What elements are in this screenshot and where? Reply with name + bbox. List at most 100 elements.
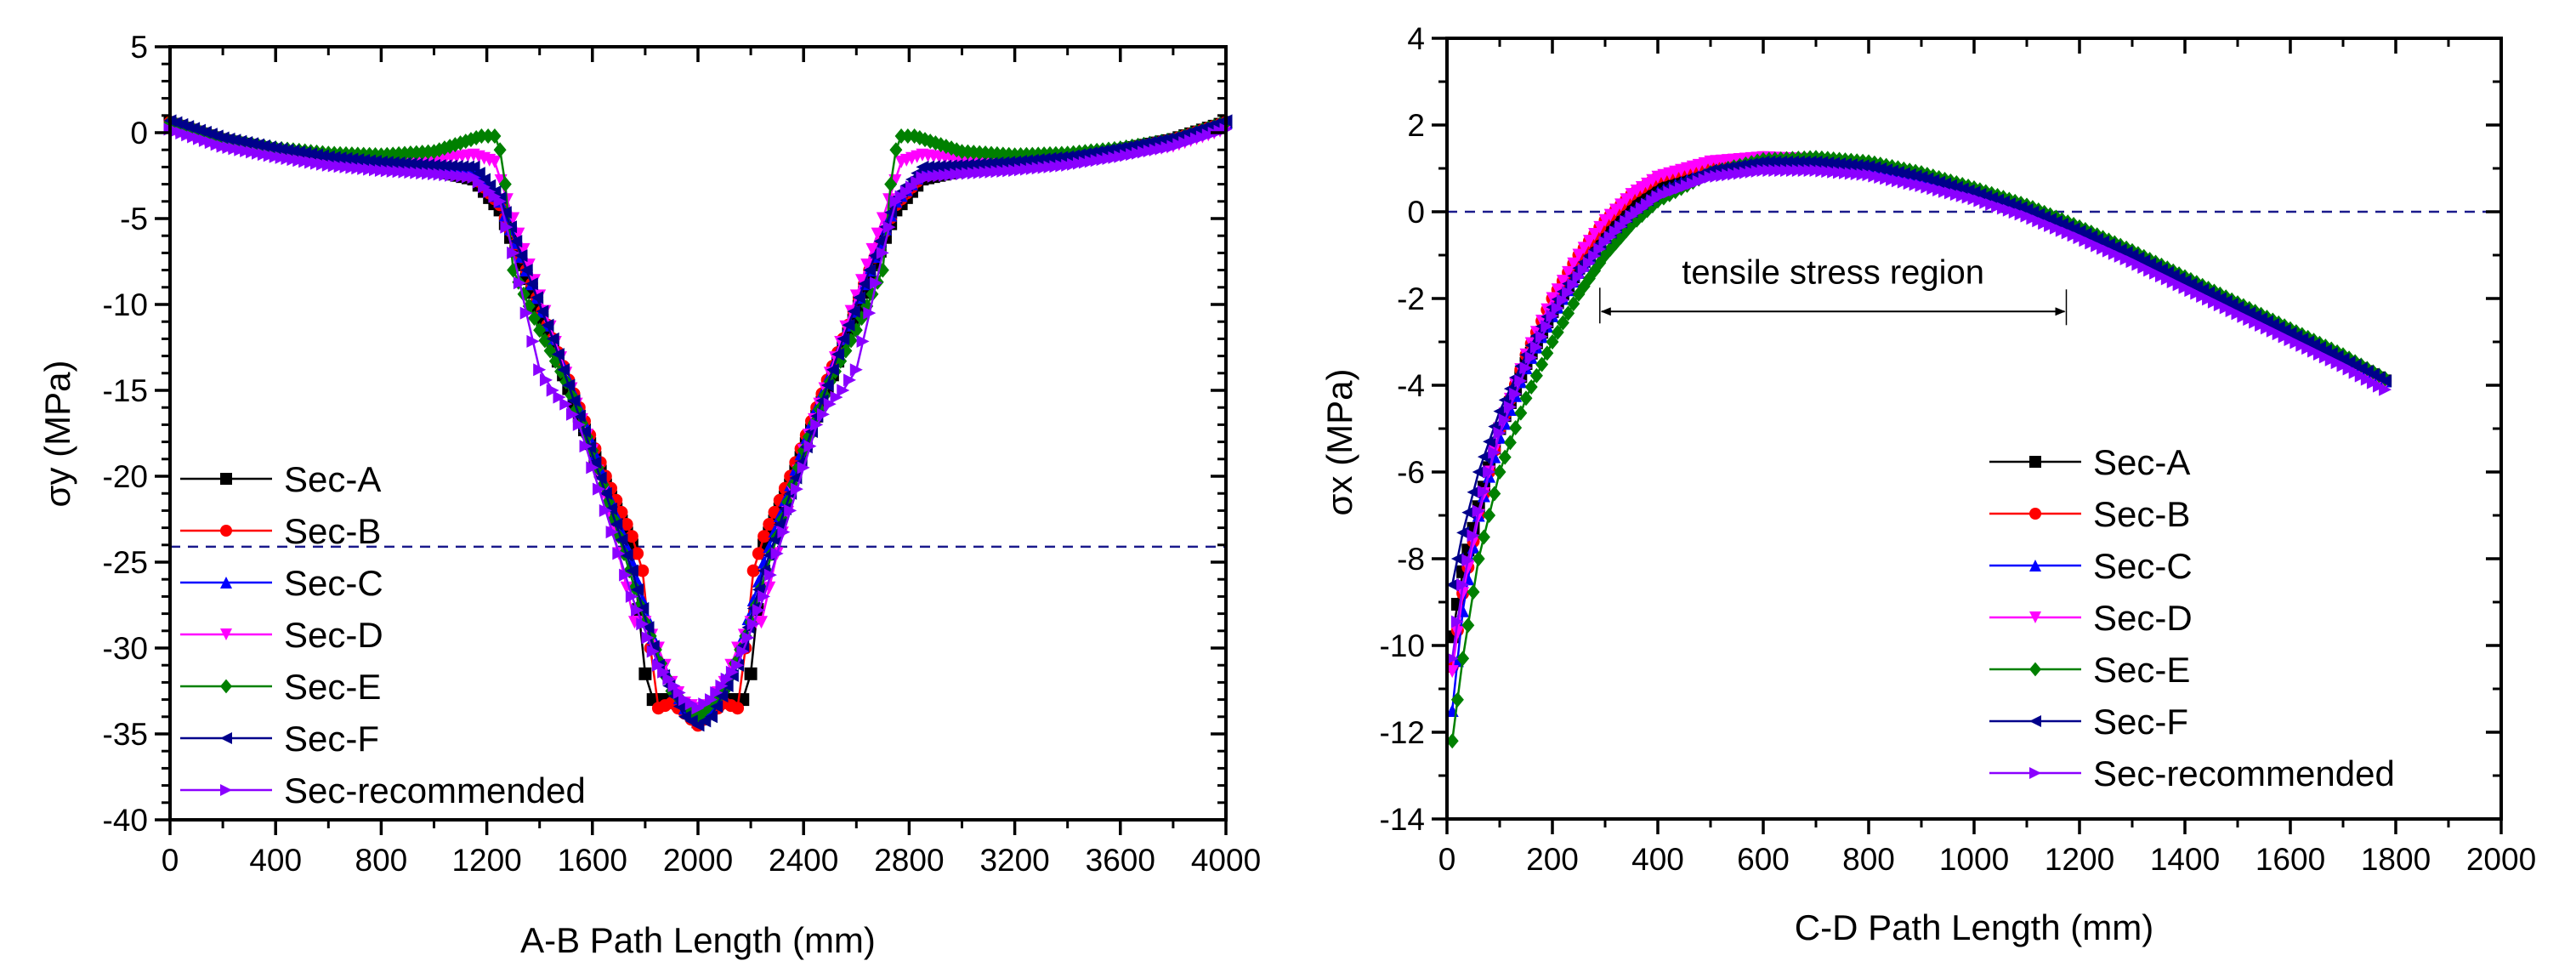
left-data-point <box>803 440 817 453</box>
left-data-point <box>298 146 312 160</box>
right-data-point <box>1524 379 1538 395</box>
right-data-point <box>1562 286 1575 299</box>
left-data-point <box>757 530 771 543</box>
right-x-tick-label: 2000 <box>2466 842 2536 877</box>
left-data-point <box>333 151 347 165</box>
left-data-point <box>755 616 769 629</box>
left-data-point <box>884 176 898 192</box>
left-data-point <box>837 332 850 345</box>
left-data-point <box>615 533 628 547</box>
right-data-point <box>1572 270 1586 283</box>
right-data-point <box>1540 320 1554 333</box>
left-data-point <box>1014 155 1027 168</box>
left-data-point <box>631 583 644 596</box>
right-data-point <box>1567 296 1580 312</box>
right-data-point <box>1903 168 1916 181</box>
left-data-point <box>979 157 992 171</box>
right-data-point <box>1493 405 1506 418</box>
right-data-point <box>1461 506 1475 520</box>
left-data-point <box>710 700 723 714</box>
left-data-point <box>467 160 480 173</box>
right-data-point <box>1562 305 1575 321</box>
left-data-point <box>1002 156 1016 169</box>
right-data-point <box>1588 249 1602 263</box>
right-legend-marker-icon <box>2029 508 2041 520</box>
right-data-point <box>1488 486 1501 502</box>
left-data-point <box>474 128 488 145</box>
left-data-point <box>757 589 771 603</box>
left-data-point <box>483 179 496 192</box>
left-data-point <box>531 291 544 304</box>
right-y-tick-label: -6 <box>1397 455 1425 490</box>
right-legend-label: Sec-B <box>2093 494 2190 534</box>
left-x-tick-label: 2000 <box>663 843 733 878</box>
left-data-point <box>790 482 803 496</box>
right-data-point <box>1833 157 1847 171</box>
left-data-point <box>572 409 586 423</box>
left-data-point <box>488 155 502 168</box>
left-data-point <box>604 502 618 515</box>
right-data-point <box>1827 156 1841 170</box>
right-data-point <box>1493 464 1506 480</box>
left-legend-item: Sec-recommended <box>180 770 586 810</box>
left-data-point <box>752 604 765 617</box>
right-legend-label: Sec-recommended <box>2093 753 2395 793</box>
left-data-point <box>398 156 411 170</box>
right-data-point <box>1535 330 1549 344</box>
left-data-point <box>357 153 371 167</box>
right-series-sec-f <box>1445 155 2392 592</box>
right-data-point <box>1461 617 1475 634</box>
left-data-point <box>667 679 681 692</box>
left-data-point <box>222 132 235 145</box>
right-y-tick-label: -10 <box>1380 628 1425 663</box>
left-data-point <box>852 291 865 304</box>
left-data-point <box>984 156 998 170</box>
left-data-point <box>392 156 406 170</box>
left-y-tick-label: -5 <box>120 202 148 236</box>
left-legend-marker-icon <box>220 784 232 796</box>
left-data-point <box>533 322 547 338</box>
right-series-sec-recommended <box>1445 164 2392 665</box>
left-data-point <box>257 139 270 152</box>
left-data-point <box>870 276 883 290</box>
right-data-point <box>1582 235 1596 248</box>
right-x-tick-label: 1200 <box>2045 842 2114 877</box>
right-data-point <box>1546 309 1559 322</box>
left-y-tick-label: -20 <box>103 459 148 494</box>
left-data-point <box>770 547 784 560</box>
left-legend-item: Sec-B <box>180 511 381 551</box>
left-data-point <box>638 667 652 680</box>
right-data-point <box>1498 449 1512 465</box>
right-data-point <box>2379 374 2392 388</box>
right-data-point <box>1456 526 1470 539</box>
left-data-point <box>246 137 259 151</box>
right-legend-item: Sec-C <box>1989 546 2193 586</box>
right-legend-item: Sec-A <box>1989 442 2190 482</box>
left-data-point <box>519 306 533 320</box>
right-data-point <box>1524 350 1538 364</box>
right-data-point <box>1456 578 1470 592</box>
right-y-tick-label: -4 <box>1397 368 1425 403</box>
left-data-point <box>858 277 871 291</box>
right-data-point <box>1450 691 1464 708</box>
left-data-point <box>588 456 602 469</box>
left-y-tick-label: 0 <box>130 116 148 151</box>
right-data-point <box>1546 334 1559 350</box>
left-y-tick-label: -25 <box>103 545 148 580</box>
left-legend-item: Sec-C <box>180 563 383 603</box>
left-series-layer <box>163 114 1233 732</box>
right-data-point <box>1567 278 1580 292</box>
left-data-point <box>961 158 974 172</box>
right-data-point <box>1467 486 1480 499</box>
left-data-point <box>522 259 536 272</box>
left-data-point <box>514 249 528 263</box>
left-data-point <box>625 589 638 603</box>
left-data-point <box>889 142 903 158</box>
left-legend-marker-icon <box>220 473 232 485</box>
left-data-point <box>477 173 491 186</box>
right-data-point <box>1862 159 1875 173</box>
right-data-point <box>1856 159 1870 173</box>
left-data-point <box>996 156 1010 169</box>
right-y-tick-label: 2 <box>1407 108 1425 143</box>
left-data-point <box>216 131 230 145</box>
